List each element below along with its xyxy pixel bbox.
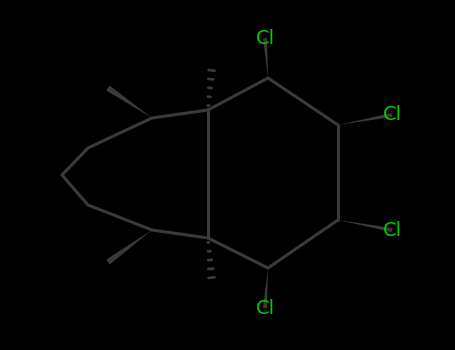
Text: Cl: Cl	[383, 220, 402, 239]
Text: Cl: Cl	[255, 28, 274, 48]
Polygon shape	[338, 113, 392, 125]
Polygon shape	[106, 85, 152, 118]
Text: Cl: Cl	[255, 299, 274, 317]
Polygon shape	[263, 38, 268, 78]
Text: Cl: Cl	[383, 105, 402, 125]
Polygon shape	[263, 268, 268, 308]
Polygon shape	[106, 230, 152, 265]
Polygon shape	[338, 220, 392, 232]
